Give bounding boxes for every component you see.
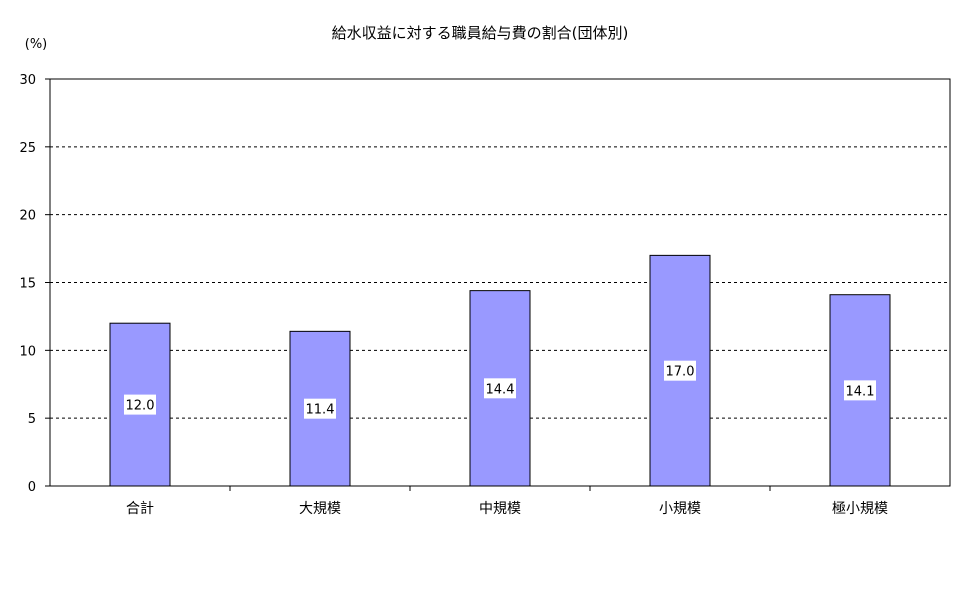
data-label: 11.4 — [306, 403, 335, 418]
x-tick-label: 極小規模 — [832, 501, 888, 517]
y-tick-label: 25 — [19, 141, 36, 156]
y-tick-label: 30 — [19, 73, 36, 88]
data-label: 17.0 — [666, 365, 695, 380]
data-label-box — [304, 398, 336, 419]
y-tick-label: 20 — [19, 209, 36, 224]
y-axis-ticks: 0 5 10 15 20 25 30 — [19, 73, 50, 495]
data-label-box — [484, 378, 516, 399]
x-tick-label: 大規模 — [299, 501, 341, 517]
chart-title: 給水収益に対する職員給与費の割合(団体別) — [332, 24, 629, 42]
data-label-box — [124, 394, 156, 415]
y-tick-label: 5 — [28, 412, 36, 427]
x-tick-label: 合計 — [126, 501, 154, 517]
data-label-box — [664, 360, 696, 381]
y-axis-unit-label: (%) — [25, 37, 48, 52]
y-tick-label: 0 — [28, 480, 36, 495]
x-axis-ticks: 合計 大規模 中規模 小規模 極小規模 — [126, 486, 888, 517]
x-tick-label: 中規模 — [479, 501, 521, 517]
data-label: 12.0 — [126, 399, 155, 414]
data-label: 14.4 — [486, 382, 515, 397]
data-label: 14.1 — [846, 384, 875, 399]
y-tick-label: 15 — [19, 277, 36, 292]
y-tick-label: 10 — [19, 344, 36, 359]
x-tick-label: 小規模 — [659, 501, 701, 517]
bars: 12.0 11.4 14.4 17.0 14.1 — [109, 254, 891, 487]
data-label-box — [844, 380, 876, 401]
